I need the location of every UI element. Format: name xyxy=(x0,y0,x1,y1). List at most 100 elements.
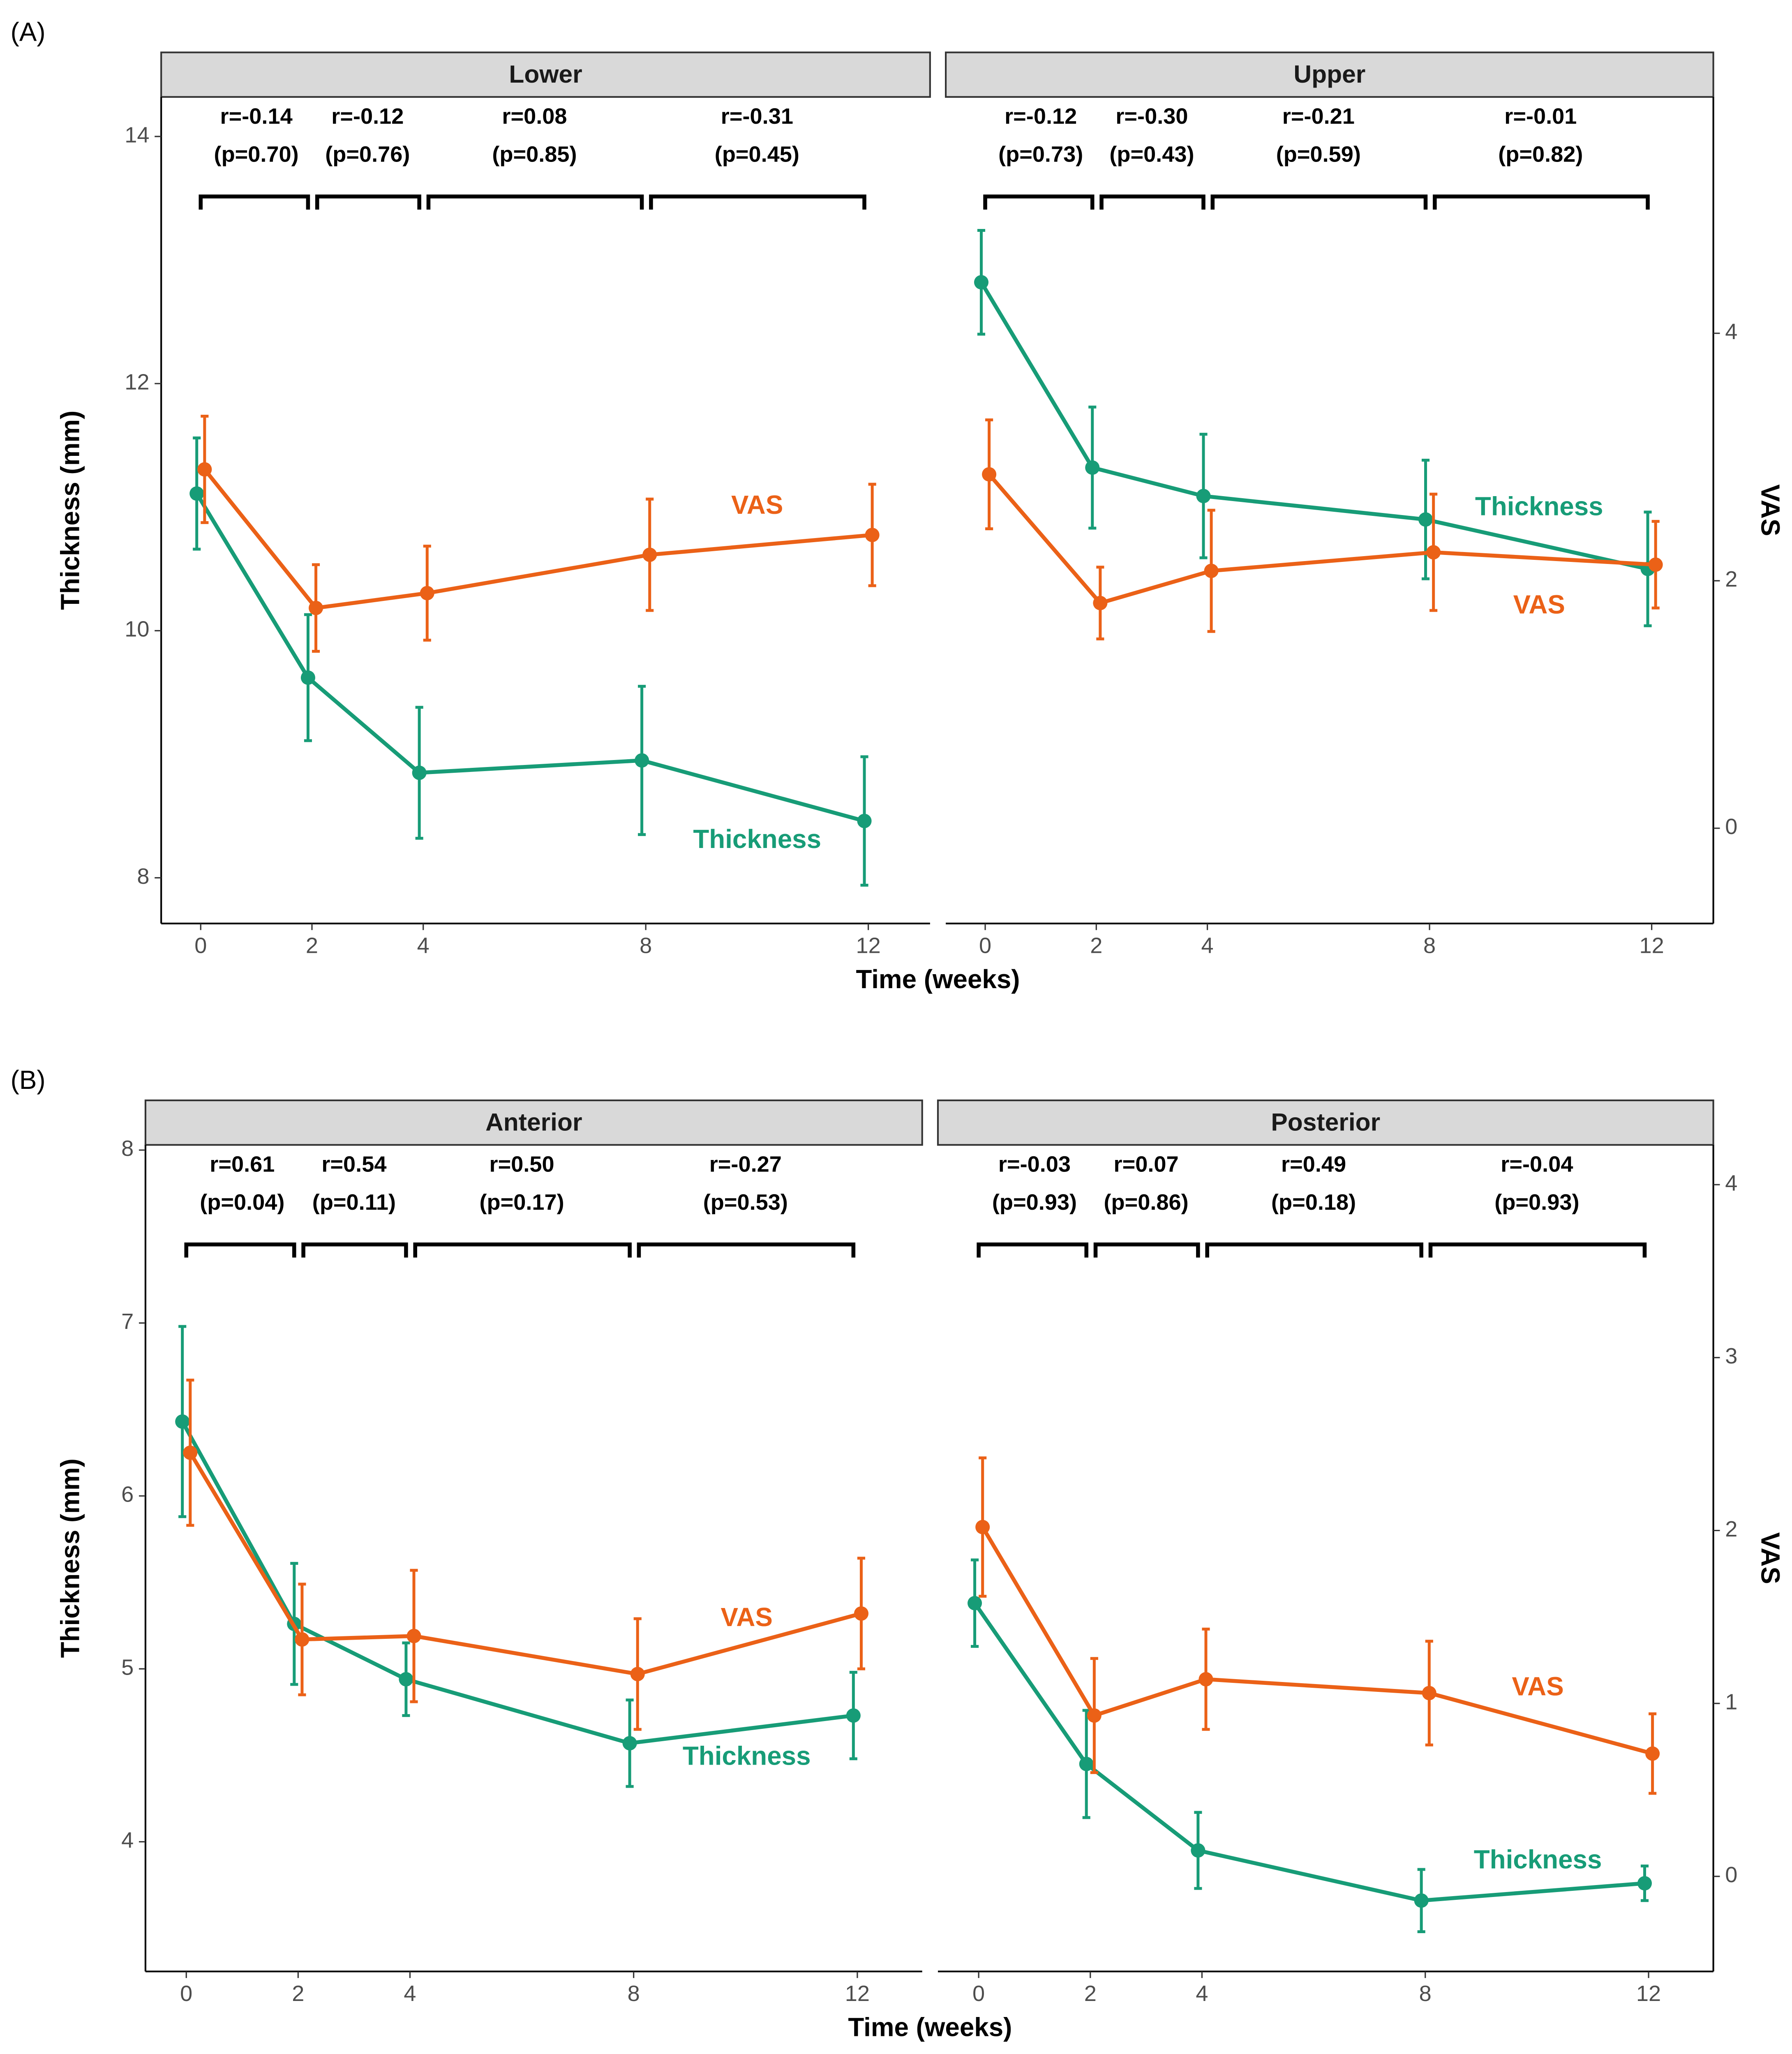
point xyxy=(1199,1672,1213,1687)
point xyxy=(630,1667,645,1682)
correlation-r: r=-0.30 xyxy=(1115,104,1188,129)
point xyxy=(1087,1708,1102,1723)
point xyxy=(183,1445,198,1460)
series-label: VAS xyxy=(1512,1672,1563,1701)
point xyxy=(189,486,204,501)
y2-tick-label: 3 xyxy=(1725,1344,1737,1368)
x-tick-label: 8 xyxy=(628,1981,640,2006)
x-tick-label: 12 xyxy=(845,1981,870,2006)
series-label: Thickness xyxy=(1474,1844,1602,1874)
point xyxy=(1418,512,1433,527)
correlation-r: r=-0.01 xyxy=(1504,104,1577,129)
y-tick-label: 5 xyxy=(121,1655,134,1680)
point xyxy=(1637,1876,1652,1891)
point xyxy=(968,1596,982,1610)
correlation-p: (p=0.86) xyxy=(1104,1190,1189,1215)
correlation-r: r=-0.31 xyxy=(721,104,793,129)
y2-tick-label: 1 xyxy=(1725,1689,1737,1714)
point xyxy=(1645,1746,1660,1761)
correlation-p: (p=0.82) xyxy=(1498,142,1583,167)
point xyxy=(974,275,989,290)
point xyxy=(622,1736,637,1751)
x-tick-label: 12 xyxy=(1639,933,1664,958)
x-tick-label: 12 xyxy=(856,933,880,958)
panel-label: (B) xyxy=(11,1065,46,1095)
point xyxy=(197,462,212,477)
y2-tick-label: 2 xyxy=(1725,1517,1737,1541)
point xyxy=(846,1708,861,1723)
point xyxy=(295,1632,309,1647)
point xyxy=(309,601,323,615)
point xyxy=(1196,489,1211,504)
point xyxy=(865,527,880,543)
bracket xyxy=(1093,1242,1200,1258)
point xyxy=(1079,1756,1094,1771)
series-line xyxy=(981,1526,1653,1756)
y-tick-label: 8 xyxy=(137,864,149,889)
y2-tick-label: 4 xyxy=(1725,1171,1737,1195)
point xyxy=(399,1672,413,1687)
point xyxy=(1426,545,1441,560)
correlation-r: r=0.07 xyxy=(1114,1152,1179,1177)
point xyxy=(1093,596,1108,610)
y-axis-title: Thickness (mm) xyxy=(55,411,85,610)
x-tick-label: 2 xyxy=(306,933,318,958)
point xyxy=(300,670,315,685)
bracket xyxy=(413,1242,632,1258)
x-axis-title: Time (weeks) xyxy=(856,964,1020,994)
facet-title: Lower xyxy=(509,60,582,88)
correlation-r: r=-0.04 xyxy=(1501,1152,1573,1177)
point xyxy=(635,753,649,768)
bracket xyxy=(637,1242,856,1258)
point xyxy=(1422,1686,1436,1700)
bracket xyxy=(184,1242,296,1258)
bracket xyxy=(983,194,1095,210)
correlation-r: r=-0.12 xyxy=(331,104,404,129)
correlation-r: r=0.50 xyxy=(490,1152,554,1177)
correlation-p: (p=0.04) xyxy=(200,1190,284,1215)
y-tick-label: 10 xyxy=(125,617,149,642)
strip xyxy=(160,51,931,98)
strip xyxy=(144,1099,923,1146)
strip xyxy=(937,1099,1714,1146)
series-label: Thickness xyxy=(693,824,821,854)
correlation-r: r=0.08 xyxy=(502,104,567,129)
bracket xyxy=(1099,194,1205,210)
point xyxy=(975,1520,990,1534)
bracket xyxy=(1433,194,1650,210)
x-tick-label: 0 xyxy=(972,1981,985,2006)
correlation-p: (p=0.43) xyxy=(1109,142,1194,167)
series-label: Thickness xyxy=(1475,491,1603,521)
facet-title: Posterior xyxy=(1271,1108,1380,1136)
correlation-p: (p=0.93) xyxy=(1494,1190,1579,1215)
point xyxy=(406,1629,421,1643)
x-tick-label: 8 xyxy=(640,933,652,958)
correlation-r: r=-0.27 xyxy=(709,1152,782,1177)
point xyxy=(854,1606,869,1621)
series-label: VAS xyxy=(721,1602,773,1632)
bracket xyxy=(301,1242,408,1258)
series-line xyxy=(979,281,1649,571)
x-tick-label: 8 xyxy=(1419,1981,1432,2006)
bracket xyxy=(199,194,310,210)
x-tick-label: 2 xyxy=(1084,1981,1097,2006)
correlation-r: r=-0.21 xyxy=(1282,104,1355,129)
y-tick-label: 4 xyxy=(121,1828,134,1853)
y2-axis-title: VAS xyxy=(1756,1532,1785,1584)
x-tick-label: 4 xyxy=(404,1981,416,2006)
x-tick-label: 0 xyxy=(979,933,991,958)
series-line xyxy=(180,1421,854,1745)
x-tick-label: 4 xyxy=(1196,1981,1208,2006)
bracket xyxy=(649,194,866,210)
x-tick-label: 8 xyxy=(1423,933,1436,958)
facet-title: Upper xyxy=(1293,60,1365,88)
x-tick-label: 12 xyxy=(1636,1981,1661,2006)
point xyxy=(420,586,434,601)
y-axis-title: Thickness (mm) xyxy=(55,1458,85,1658)
bracket xyxy=(315,194,421,210)
bracket xyxy=(1428,1242,1647,1258)
correlation-r: r=-0.14 xyxy=(220,104,293,129)
point xyxy=(1414,1893,1429,1908)
point xyxy=(642,548,657,562)
